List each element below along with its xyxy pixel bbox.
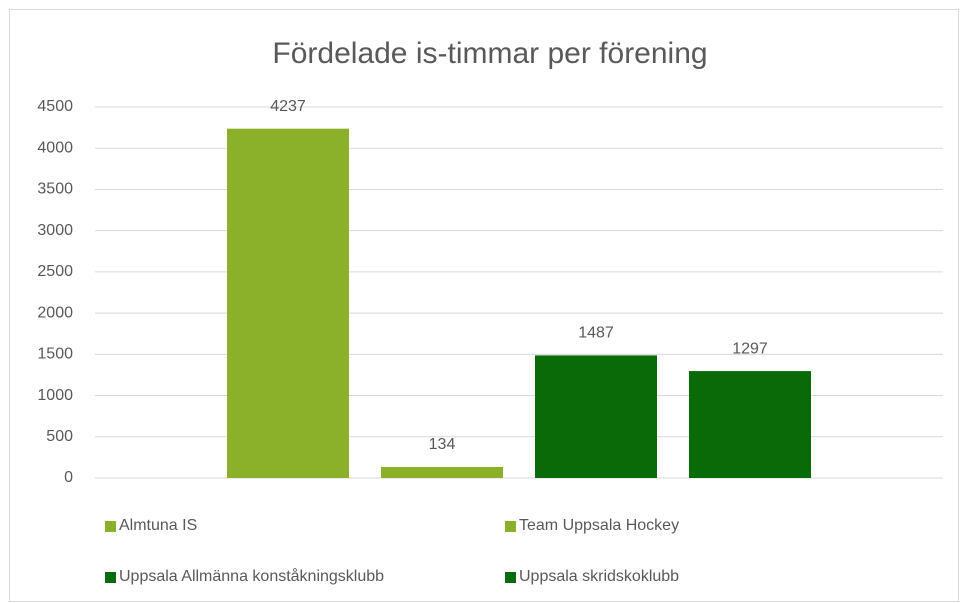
y-tick-label: 2500 [37, 263, 73, 280]
chart-area [9, 9, 959, 602]
data-label: 134 [429, 436, 456, 453]
legend-label: Almtuna IS [119, 517, 197, 534]
bar [380, 466, 504, 478]
bar [688, 371, 812, 478]
legend-label: Uppsala Allmänna konståkningsklubb [119, 567, 384, 585]
y-tick-label: 3000 [37, 222, 73, 239]
y-tick-label: 4500 [37, 98, 73, 115]
legend-swatch [105, 572, 116, 583]
legend-label: Team Uppsala Hockey [519, 517, 679, 534]
y-tick-label: 3500 [37, 181, 73, 198]
data-label: 1297 [732, 340, 768, 357]
y-tick-label: 500 [46, 428, 73, 445]
data-label: 4237 [270, 98, 306, 115]
bar [226, 128, 350, 478]
legend-label: Uppsala skridskoklubb [519, 568, 679, 585]
y-tick-label: 2000 [37, 304, 73, 321]
data-label: 1487 [578, 325, 614, 342]
legend-swatch [505, 572, 516, 583]
chart-title: Fördelade is-timmar per förening [272, 37, 707, 70]
bar [534, 355, 658, 478]
y-tick-label: 1000 [37, 387, 73, 404]
y-tick-label: 4000 [37, 139, 73, 156]
y-tick-label: 0 [64, 469, 73, 486]
legend-swatch [105, 521, 116, 532]
legend-swatch [505, 521, 516, 532]
y-tick-label: 1500 [37, 346, 73, 363]
